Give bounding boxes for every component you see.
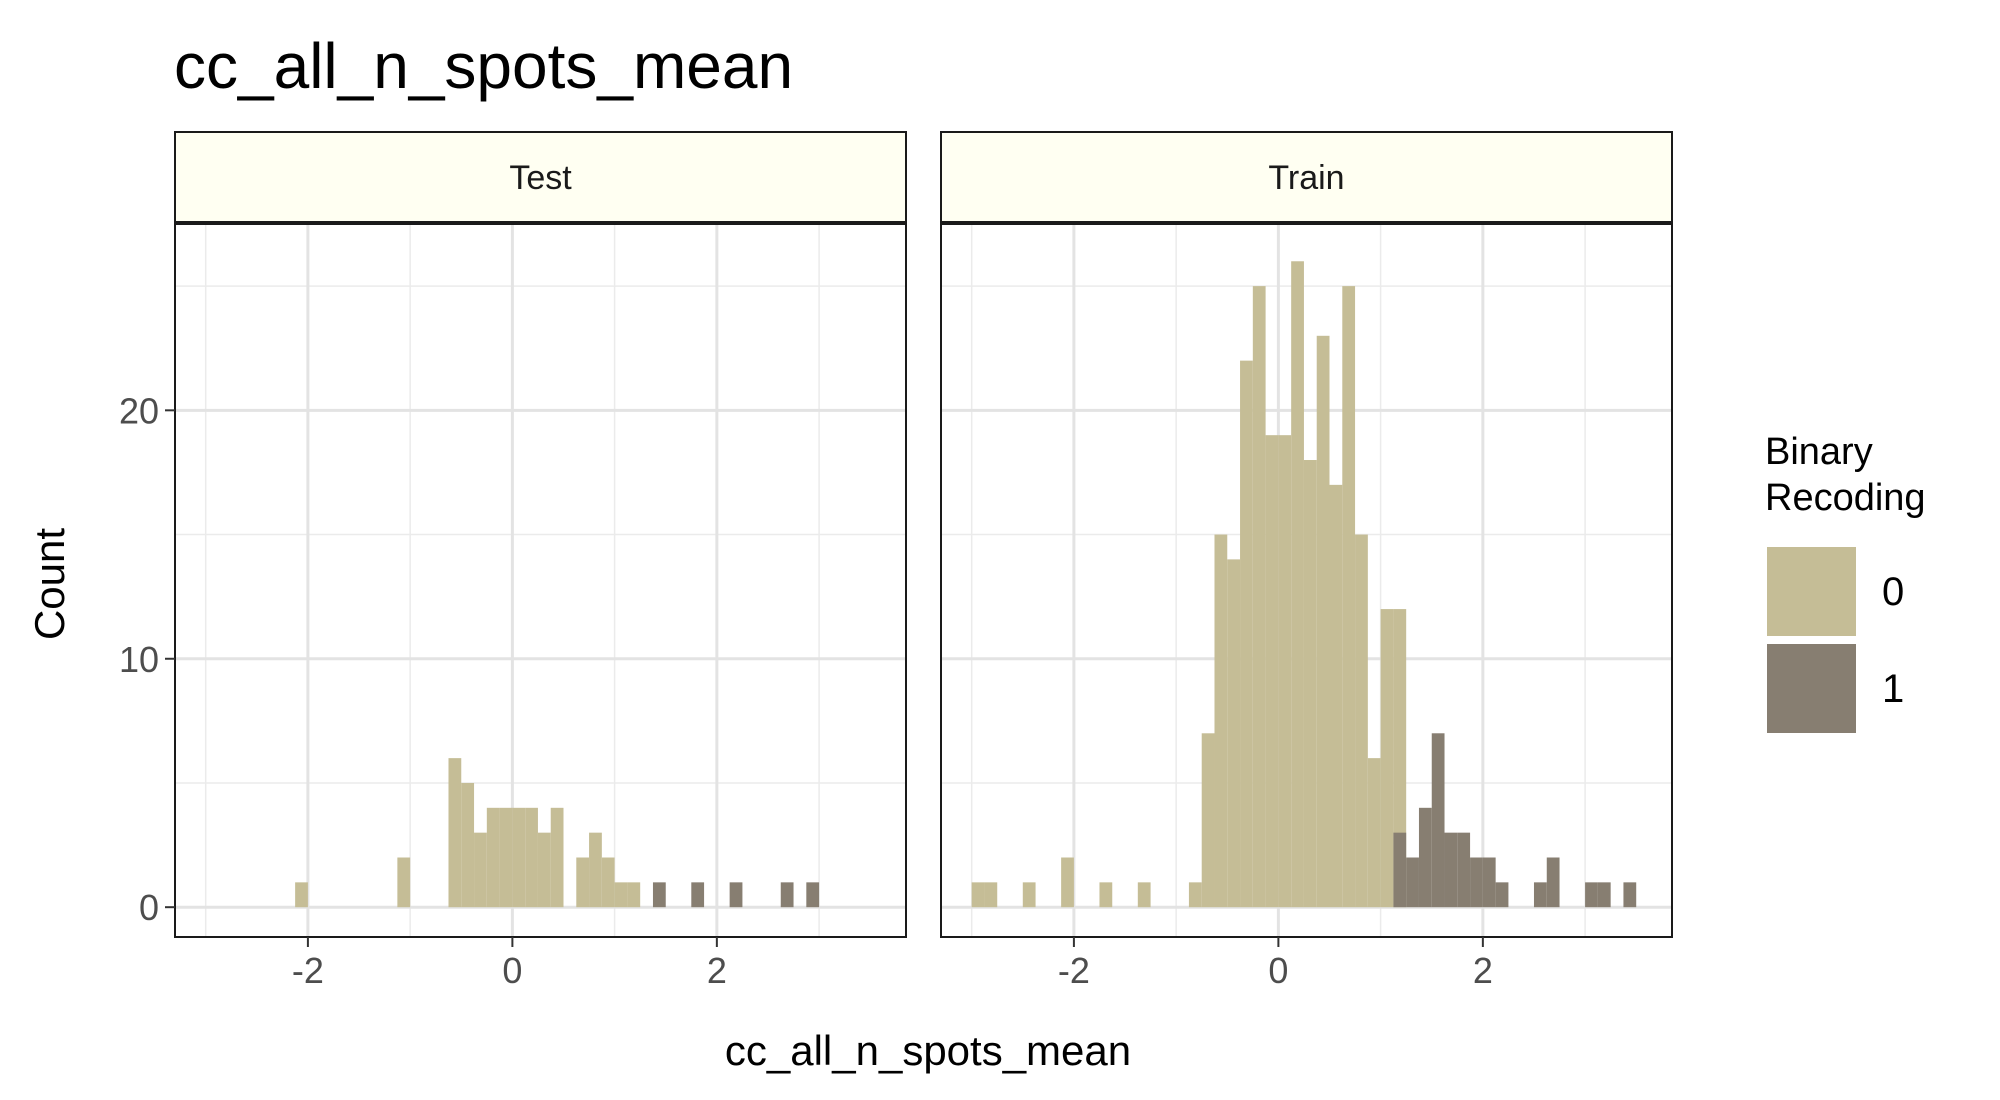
x-tick-label: -2 [292, 950, 324, 991]
panel-border [174, 223, 907, 938]
histogram-bar [1406, 857, 1419, 908]
histogram-bar [652, 882, 666, 908]
histogram-bar [729, 882, 743, 908]
histogram-bar [1380, 609, 1394, 908]
histogram-bar [1137, 882, 1151, 908]
chart-title: cc_all_n_spots_mean [174, 30, 793, 102]
histogram-bar [589, 832, 602, 908]
histogram-bar [1061, 857, 1074, 908]
y-axis-title: Count [26, 528, 73, 640]
histogram-bar [1022, 882, 1036, 908]
histogram-bar [627, 882, 641, 908]
histogram-bar [1278, 435, 1292, 908]
histogram-bar [1214, 534, 1228, 908]
legend-key-0 [1767, 547, 1856, 636]
x-tick-label: 0 [502, 950, 522, 991]
histogram-bar [984, 882, 998, 908]
y-tick-label: 20 [119, 390, 159, 431]
histogram-bar [1546, 857, 1560, 908]
histogram-bar [537, 832, 551, 908]
x-tick-label: 0 [1268, 950, 1288, 991]
histogram-bar [1355, 534, 1368, 908]
histogram-bar [1099, 882, 1113, 908]
histogram-bar [1303, 460, 1317, 908]
histogram-bar [780, 882, 794, 908]
histogram-bar [499, 807, 513, 908]
histogram-bar [461, 782, 475, 908]
histogram-bar [1597, 882, 1611, 908]
histogram-bar [1316, 335, 1330, 908]
facet-strip-label: Test [509, 159, 572, 197]
legend-label-0: 0 [1882, 570, 1904, 614]
histogram-bar [1367, 758, 1381, 908]
x-tick-label: -2 [1058, 950, 1090, 991]
histogram-bar [525, 807, 538, 908]
legend-label-1: 1 [1882, 667, 1904, 711]
histogram-bar [1482, 857, 1496, 908]
histogram-bar [1533, 882, 1547, 908]
legend-title-line: Binary [1765, 431, 1873, 473]
histogram-bar [474, 832, 487, 908]
histogram-bar [550, 807, 564, 908]
legend-key-1 [1767, 644, 1856, 733]
histogram-bar [601, 857, 615, 908]
x-tick-label: 2 [1473, 950, 1493, 991]
histogram-bar [1342, 286, 1356, 908]
histogram-bar [1623, 882, 1637, 908]
facet-strip [174, 131, 907, 223]
histogram-bar [397, 857, 411, 908]
histogram-bar [1418, 807, 1432, 908]
histogram-bar [1252, 286, 1266, 908]
histogram-bar [1188, 882, 1202, 908]
histogram-bar [1227, 559, 1241, 908]
histogram-bar [691, 882, 705, 908]
histogram-bar [295, 882, 308, 908]
histogram-bar [1240, 360, 1253, 908]
facet-strip-label: Train [1268, 159, 1344, 197]
histogram-bar [1431, 733, 1445, 908]
histogram-bar [486, 807, 500, 908]
y-tick-label: 10 [119, 639, 159, 680]
histogram-bar [1444, 832, 1458, 908]
histogram-bar [1291, 261, 1304, 908]
histogram-bar [1329, 484, 1343, 908]
x-tick-label: 2 [707, 950, 727, 991]
facet-strip [940, 131, 1673, 223]
histogram-bar [614, 882, 628, 908]
histogram-bar [1585, 882, 1598, 908]
histogram-bar [448, 758, 462, 908]
panel-train: Train -2 0 2 [940, 131, 1673, 991]
histogram-bar [1495, 882, 1509, 908]
histogram-bar [1201, 733, 1215, 908]
legend-title-line: Recoding [1765, 477, 1926, 519]
histogram-bar [971, 882, 985, 908]
y-tick-label: 0 [139, 887, 159, 928]
histogram-bar [576, 857, 590, 908]
histogram-bar [1393, 832, 1407, 908]
histogram-bar [1265, 435, 1279, 908]
histogram-bar [512, 807, 526, 908]
histogram-bar [1470, 857, 1483, 908]
histogram-bar [806, 882, 820, 908]
panel-background [175, 224, 906, 937]
histogram-bar [1457, 832, 1471, 908]
panel-border [940, 223, 1673, 938]
x-axis-title: cc_all_n_spots_mean [725, 1027, 1131, 1074]
